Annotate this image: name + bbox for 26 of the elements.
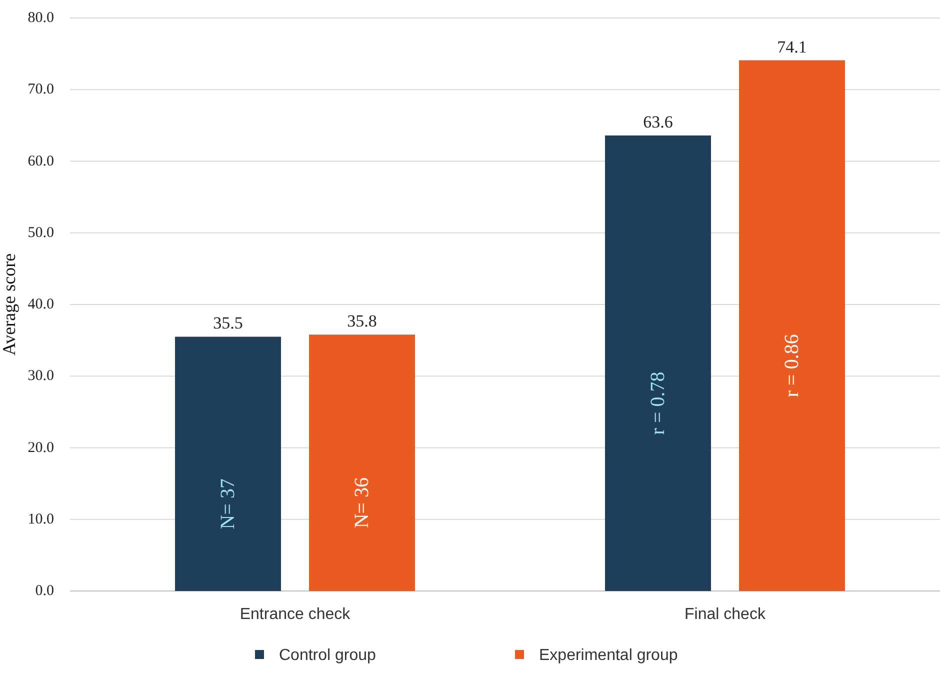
- annotation: N= 36: [351, 477, 373, 528]
- data-label: 35.5: [213, 314, 243, 333]
- bar: [739, 60, 845, 591]
- x-tick-label: Entrance check: [240, 606, 352, 623]
- y-tick-label: 60.0: [28, 153, 54, 170]
- annotation: r = 0.78: [647, 372, 669, 435]
- x-tick-label: Final check: [684, 606, 766, 623]
- y-tick-label: 0.0: [35, 583, 54, 599]
- legend-label: Experimental group: [539, 647, 678, 664]
- data-label: 63.6: [643, 112, 673, 132]
- bar: [605, 135, 711, 591]
- y-axis-title: Average score: [0, 253, 19, 356]
- annotation: N= 37: [217, 478, 239, 530]
- annotation: r = 0.86: [781, 334, 803, 398]
- y-tick-label: 70.0: [28, 82, 54, 98]
- data-label: 35.8: [347, 312, 377, 331]
- data-label: 74.1: [777, 37, 807, 56]
- legend-label: Control group: [279, 647, 376, 664]
- bar: [309, 334, 415, 591]
- y-tick-label: 50.0: [28, 224, 54, 241]
- bar: [175, 336, 281, 591]
- y-tick-label: 10.0: [28, 511, 54, 528]
- y-tick-label: 40.0: [28, 296, 54, 312]
- y-tick-label: 20.0: [28, 440, 54, 456]
- y-tick-label: 80.0: [28, 10, 54, 26]
- y-tick-label: 30.0: [28, 368, 54, 384]
